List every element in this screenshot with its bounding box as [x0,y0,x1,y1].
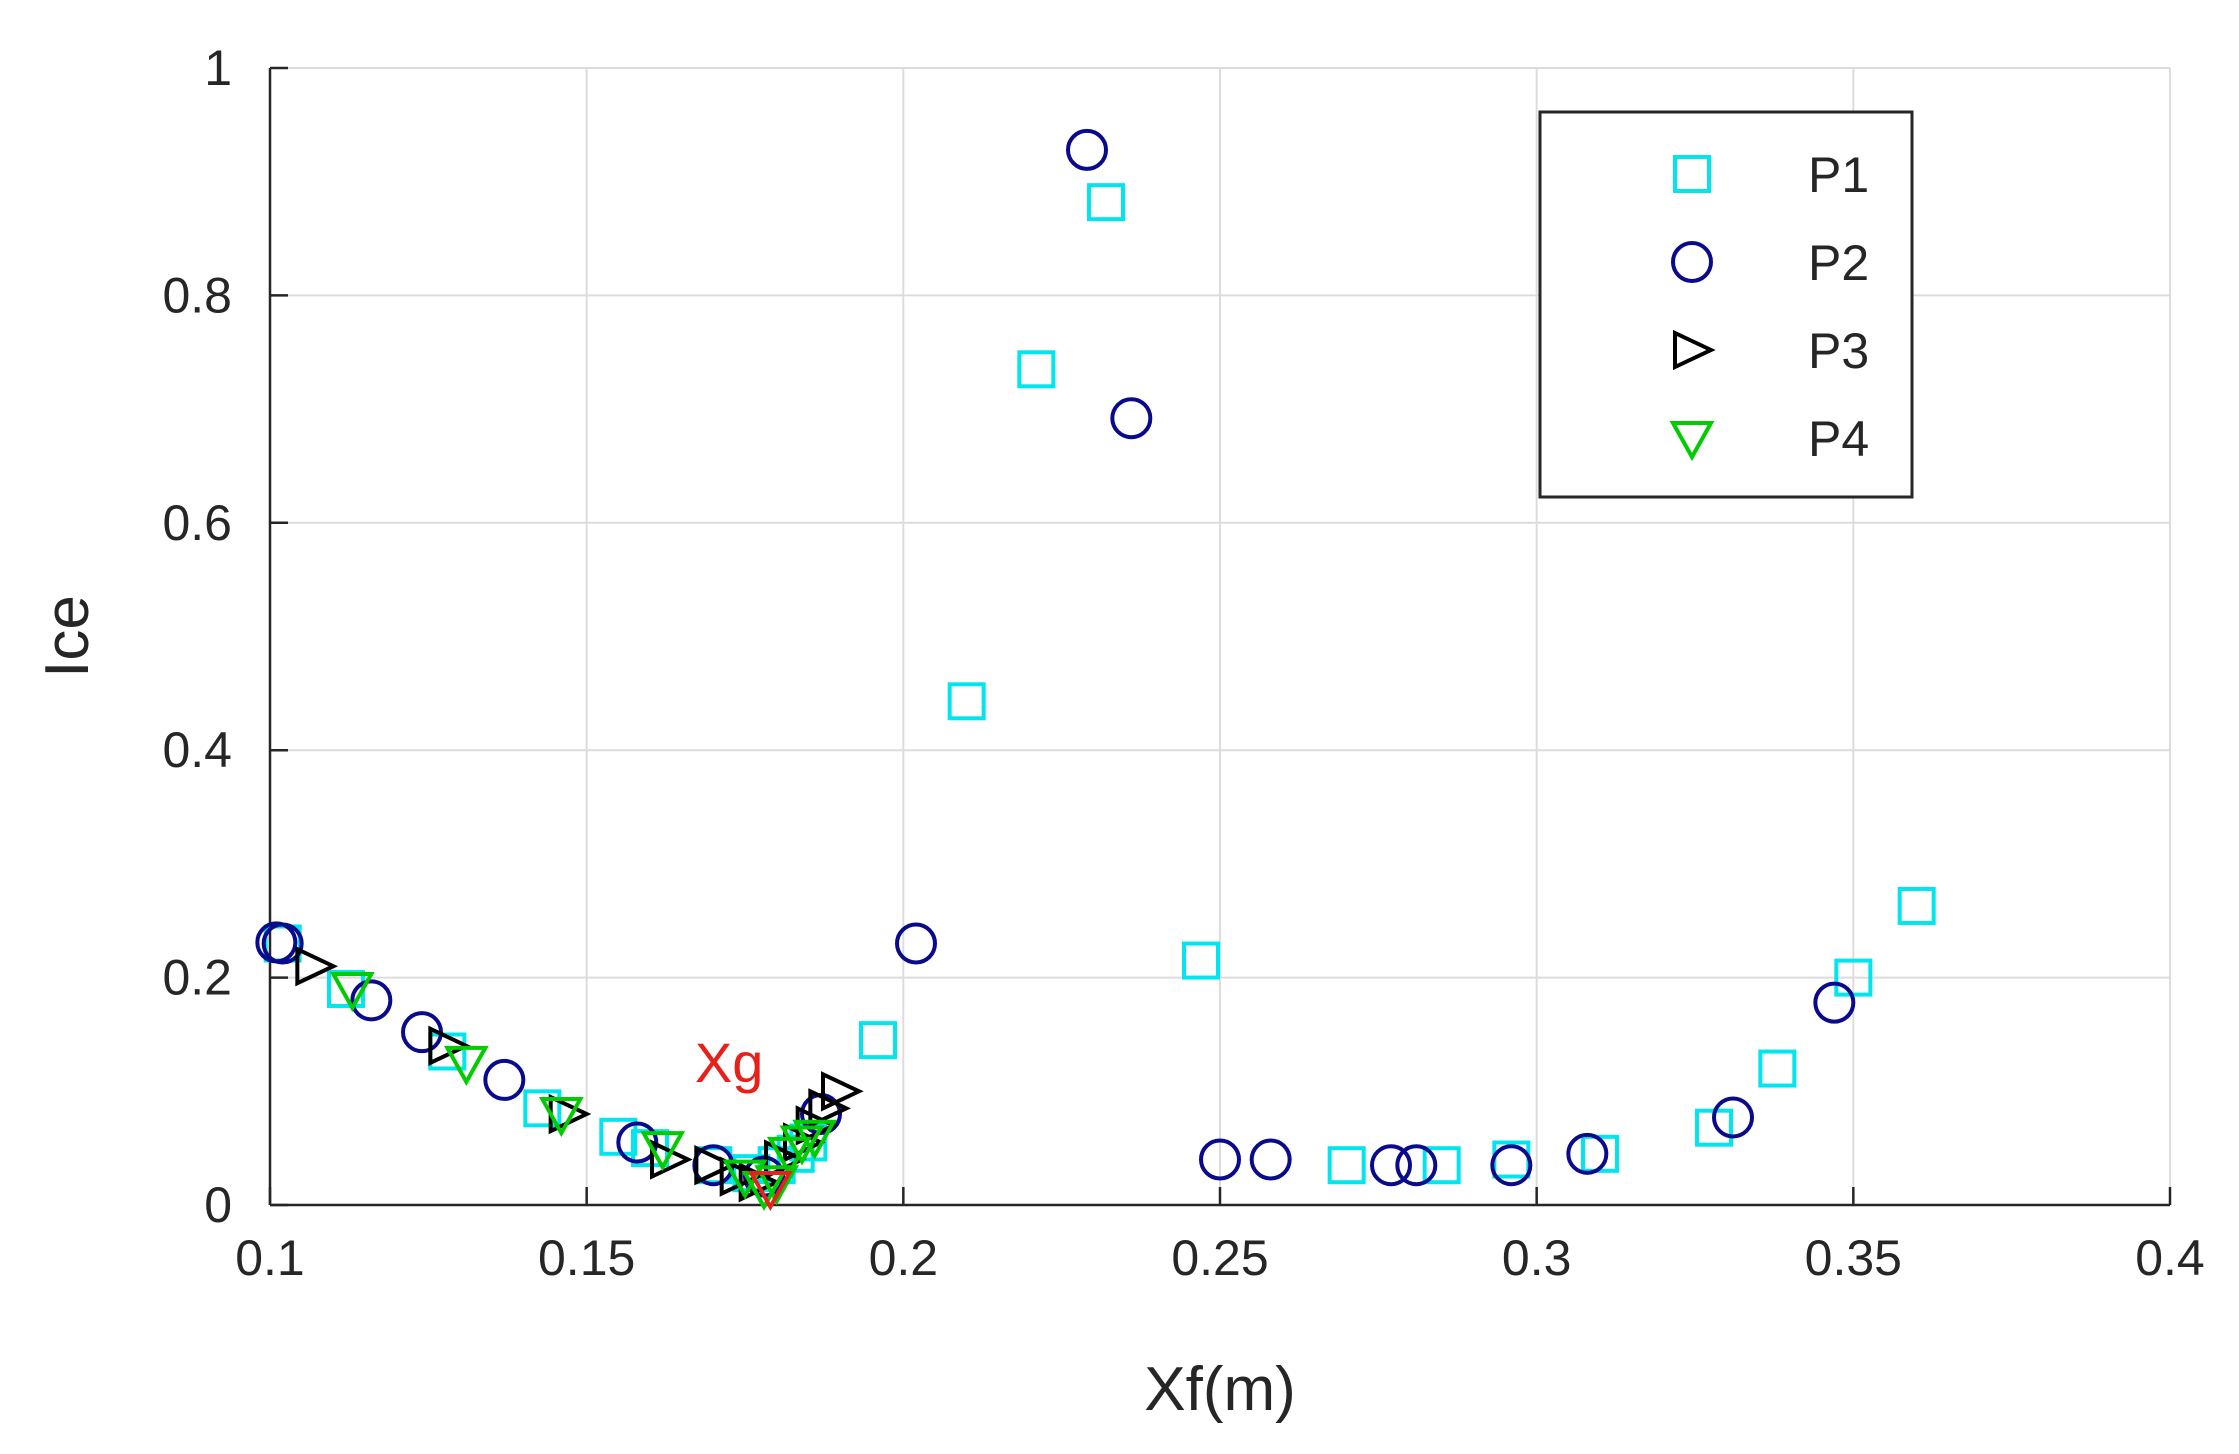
data-points [255,128,1936,1212]
point-p1 [1422,1146,1461,1185]
point-p4 [329,971,375,1013]
point-p2 [1199,1138,1241,1181]
point-p1 [1581,1134,1619,1173]
point-p2 [1813,981,1856,1024]
point-p2 [1110,397,1153,440]
point-p3 [694,1145,738,1186]
point-p2 [1566,1132,1609,1175]
point-p4 [754,1165,800,1206]
point-p2 [483,1058,526,1101]
legend-label-p4: P4 [1808,411,1869,467]
point-p4 [538,1097,584,1138]
point-p3 [295,946,339,987]
highlight-point-xg [747,1170,793,1212]
legend-label-p1: P1 [1808,147,1869,203]
legend-item-p1: P1 [1673,147,1869,203]
point-p4 [792,1119,838,1160]
x-axis-title: Xf(m) [1144,1355,1296,1424]
point-p1 [1182,941,1220,980]
point-p3 [821,1071,864,1112]
point-p4 [779,1125,825,1166]
x-tick-label: 0.4 [2135,1230,2205,1286]
point-p2 [1249,1138,1292,1181]
point-p1 [1758,1049,1797,1088]
series-p4 [329,971,838,1212]
x-tick-label: 0.1 [235,1230,305,1286]
point-p1 [523,1089,562,1128]
point-p1 [947,682,986,721]
legend-marker-p4 [1669,421,1715,462]
point-p4 [443,1045,489,1086]
legend-marker-p1 [1673,155,1711,193]
point-p1 [599,1117,638,1156]
point-p1 [1087,183,1125,222]
point-p3 [428,1025,472,1066]
legend-label-p2: P2 [1808,235,1869,291]
point-p2 [1370,1144,1412,1187]
legend-box [1538,110,1914,499]
legend-item-p4: P4 [1669,411,1869,467]
y-tick-labels: 0 0.2 0.4 0.6 0.8 1 [162,40,232,1233]
y-axis-title: Ice [33,595,102,678]
x-tick-label: 0.3 [1502,1230,1572,1286]
y-tick-label: 0.8 [162,267,232,323]
point-p2 [261,922,304,965]
y-tick-label: 0.6 [162,495,232,551]
y-tick-label: 1 [204,40,232,96]
y-tick-label: 0.4 [162,722,232,778]
legend: P1 P2 P3 P4 [1538,110,1914,499]
point-p4 [640,1131,686,1172]
series-p2 [255,128,1856,1198]
point-p1 [1017,350,1056,389]
x-tick-labels: 0.1 0.15 0.2 0.25 0.3 0.35 0.4 [235,1230,2205,1286]
x-tick-label: 0.25 [1171,1230,1268,1286]
point-p2 [1395,1144,1438,1187]
point-p1 [1897,886,1936,925]
legend-marker-p2 [1671,241,1713,283]
point-p2 [1490,1144,1533,1187]
annotations: Xg [695,1031,764,1094]
x-tick-label: 0.15 [538,1230,635,1286]
legend-item-p3: P3 [1673,323,1869,379]
axes [268,66,2172,1207]
point-p2 [350,979,393,1022]
point-p2 [1712,1096,1754,1139]
annotation-xg: Xg [695,1031,764,1094]
point-p3 [808,1088,852,1129]
legend-marker-p3 [1673,329,1716,371]
point-p1 [1327,1146,1366,1185]
point-p2 [1066,128,1108,171]
point-p2 [895,922,937,965]
x-tick-label: 0.2 [869,1230,939,1286]
y-tick-label: 0.2 [162,950,232,1006]
x-tick-label: 0.35 [1805,1230,1902,1286]
y-tick-label: 0 [204,1177,232,1233]
legend-item-p2: P2 [1671,235,1869,291]
legend-label-p3: P3 [1808,323,1869,379]
point-p1 [859,1021,897,1060]
